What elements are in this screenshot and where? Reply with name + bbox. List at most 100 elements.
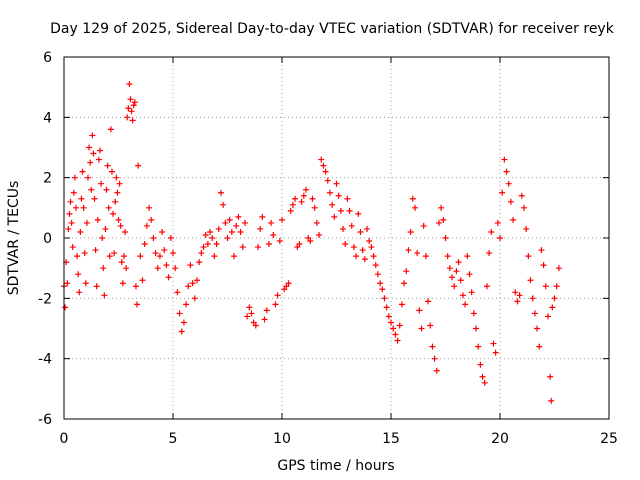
data-point <box>83 219 90 226</box>
data-point <box>473 325 480 332</box>
data-point <box>464 253 471 260</box>
x-tick-label: 20 <box>491 431 509 447</box>
data-point <box>342 241 349 248</box>
data-point <box>444 253 451 260</box>
data-point <box>103 186 110 193</box>
data-point <box>374 271 381 278</box>
data-point <box>74 253 81 260</box>
data-point <box>211 253 218 260</box>
data-point <box>359 247 366 254</box>
data-point <box>283 283 290 290</box>
data-point <box>442 235 449 241</box>
data-point <box>174 289 181 296</box>
data-point <box>93 283 100 290</box>
data-point <box>287 207 294 214</box>
data-point <box>118 259 125 266</box>
data-point <box>159 228 166 235</box>
data-point <box>228 228 235 235</box>
data-point <box>479 373 486 380</box>
data-point <box>289 201 296 208</box>
data-point <box>81 250 88 257</box>
data-point <box>440 216 447 223</box>
data-point <box>268 219 275 226</box>
data-point <box>318 156 325 163</box>
data-point <box>455 259 462 266</box>
data-point <box>95 156 102 163</box>
x-tick-label: 25 <box>600 431 618 447</box>
data-point <box>170 250 176 257</box>
data-point <box>296 241 303 248</box>
data-point <box>411 204 418 211</box>
data-point <box>113 174 120 181</box>
data-point <box>453 268 460 275</box>
axis-ticks <box>63 56 610 420</box>
data-point <box>178 328 185 335</box>
data-point <box>431 355 438 362</box>
data-point <box>165 274 172 281</box>
data-point <box>117 222 124 229</box>
data-point <box>340 225 347 232</box>
data-point <box>134 301 141 308</box>
data-point <box>204 241 211 248</box>
data-point <box>233 222 240 229</box>
data-point <box>257 225 264 232</box>
y-tick-label: -4 <box>38 352 52 368</box>
data-point <box>499 189 506 196</box>
data-point <box>146 204 153 211</box>
data-point <box>241 219 248 226</box>
data-point <box>231 253 238 260</box>
data-point <box>270 231 277 238</box>
data-point <box>185 283 192 290</box>
data-point <box>401 280 408 287</box>
data-point <box>102 225 109 232</box>
data-point <box>346 207 353 214</box>
data-point <box>438 204 445 211</box>
data-point <box>187 262 194 269</box>
data-point <box>298 198 305 205</box>
data-point <box>403 268 410 275</box>
data-point <box>176 310 183 317</box>
data-point <box>244 313 251 320</box>
data-point <box>370 253 377 260</box>
chart-title: Day 129 of 2025, Sidereal Day-to-day VTE… <box>50 21 615 37</box>
data-point <box>255 244 262 251</box>
data-point <box>156 253 163 260</box>
data-point <box>549 304 556 311</box>
data-point <box>105 204 112 211</box>
data-point <box>220 201 227 208</box>
data-point <box>457 277 464 284</box>
data-point <box>183 301 190 308</box>
data-point <box>259 213 266 220</box>
data-point <box>281 286 288 293</box>
data-point <box>119 280 126 287</box>
data-point <box>252 322 259 329</box>
data-point <box>507 198 514 205</box>
data-point <box>246 304 253 311</box>
data-point <box>542 283 549 290</box>
data-point <box>390 325 397 332</box>
data-point <box>67 198 74 205</box>
data-point <box>130 102 137 109</box>
data-point <box>80 204 87 211</box>
data-point <box>84 174 91 181</box>
data-point <box>353 253 360 260</box>
data-point <box>154 265 161 272</box>
x-tick-label: 15 <box>382 431 400 447</box>
data-point <box>92 247 99 254</box>
data-point <box>90 150 97 157</box>
data-point <box>65 225 72 232</box>
data-point <box>116 180 123 187</box>
data-point <box>198 250 205 257</box>
data-point <box>152 250 159 257</box>
data-point <box>111 250 118 257</box>
data-point <box>76 289 83 296</box>
data-point <box>337 207 344 214</box>
data-point <box>331 213 338 220</box>
data-point <box>226 216 233 223</box>
data-point <box>322 168 329 175</box>
data-point <box>224 235 231 241</box>
data-point <box>148 216 155 223</box>
data-point <box>501 156 508 163</box>
data-point <box>72 204 79 211</box>
